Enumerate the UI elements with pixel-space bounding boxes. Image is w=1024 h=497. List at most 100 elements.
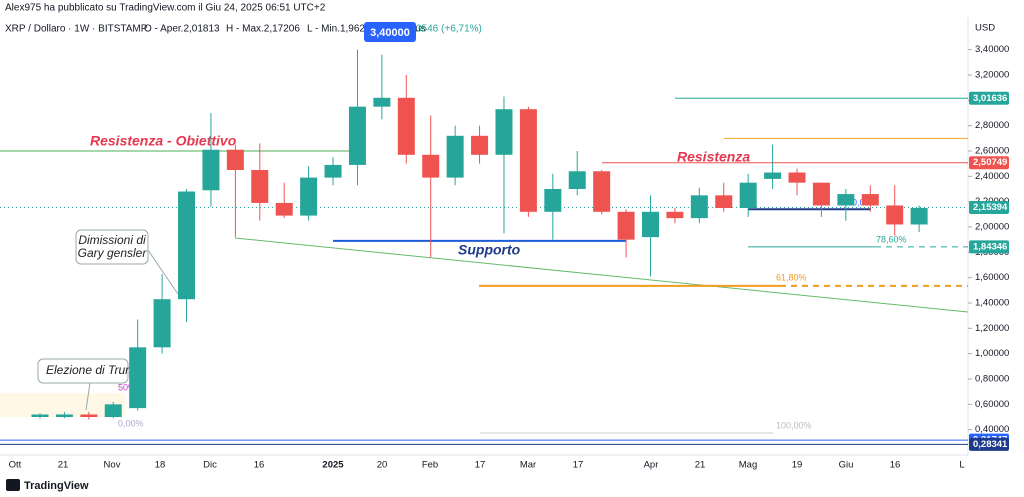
price-label: 0,28341 [973,439,1008,450]
price-label-box [969,437,1009,451]
annotation: Resistenza - Obiettivo [90,133,237,149]
candle-body [251,170,269,203]
note-box [75,229,149,265]
note-arrow [147,249,181,298]
candle-body [104,404,122,417]
candle-body [715,195,733,208]
candle-body [519,109,537,212]
candle-body [324,164,342,178]
logo [6,479,20,491]
candle-body [495,109,513,155]
x-tick-label: 21 [58,460,69,471]
footer[interactable]: TradingView [24,480,89,492]
candle-body [129,347,147,409]
x-tick-label: 20 [377,460,388,471]
candle-body [861,194,879,206]
fib-label: 0,00% [118,418,144,428]
candle-body [837,194,855,206]
note-arrow [85,382,91,411]
candle-body [202,149,220,191]
candle-body [568,171,586,189]
candle-body [348,106,366,165]
candle-body [617,211,635,240]
price-label-box [969,240,1009,254]
x-tick-label: Dic [203,460,217,471]
x-tick-label: Mar [520,460,536,471]
candle-body [886,205,904,225]
candle-body [666,211,684,219]
x-tick-label: Ott [9,460,22,471]
y-tick-label: 3,40000 [975,44,1009,55]
candle-body [275,202,293,216]
legend-low: L - Min.1,96289 [307,24,377,35]
x-tick-label: 18 [155,460,166,471]
candle-body [373,97,391,107]
price-label: 2,15394 [973,202,1008,213]
candle-body [544,189,562,212]
candle-body [422,154,440,178]
y-tick-label: 2,40000 [975,171,1009,182]
x-tick-label: 17 [573,460,584,471]
candle-body [153,299,171,348]
x-tick-label: Mag [739,460,757,471]
candle-body [788,172,806,183]
y-tick-label: 3,20000 [975,70,1009,81]
y-tick-label: 1,00000 [975,348,1009,359]
x-tick-label: 19 [792,460,803,471]
candle-body [593,171,611,212]
candle-body [80,414,98,417]
candle-body [471,135,489,155]
fib-label: 100,00% [776,420,812,430]
callout-box [364,22,416,42]
candle-body [31,414,49,417]
candle-body [397,97,415,155]
x-tick-label: 2025 [322,460,344,471]
trend-line [234,237,969,313]
legend-high: H - Max.2,17206 [226,24,300,35]
x-tick-label: 16 [254,460,265,471]
y-tick-label: 1,40000 [975,298,1009,309]
note: Elezione di Trump [46,363,142,377]
x-tick-label: Giu [839,460,854,471]
price-label-box [969,201,1009,215]
y-tick-label: 2,00000 [975,222,1009,233]
annotation: Resistenza [677,149,750,165]
x-tick-label: 17 [475,460,486,471]
fib-label: 61,80% [776,272,807,282]
y-tick-label: 2,60000 [975,146,1009,157]
candle-body [446,135,464,178]
x-tick-label: Feb [422,460,438,471]
price-label: 3,01636 [973,93,1007,104]
header: Alex975 ha pubblicato su TradingView.com… [5,3,326,14]
y-tick-label: 1,20000 [975,323,1009,334]
candle-body [812,182,830,206]
price-label-box [969,91,1009,105]
x-tick-label: L [959,460,964,471]
price-label: 2,50749 [973,157,1007,168]
y-tick-label: 2,80000 [975,120,1009,131]
x-tick-label: 16 [890,460,901,471]
x-tick-label: 21 [695,460,706,471]
fib-label: 78,60% [876,234,907,244]
note: Dimissioni di [78,233,146,247]
currency: USD [975,23,995,34]
note-box [37,358,129,384]
y-tick-label: 1,60000 [975,272,1009,283]
y-tick-label: 0,40000 [975,424,1009,435]
candle-body [764,172,782,179]
candle-body [178,191,196,300]
candle-body [739,182,757,208]
candle-body [55,414,73,417]
price-label: 1,84346 [973,241,1007,252]
fib-label: 50% [118,382,136,392]
candle-body [910,208,928,225]
candle-body [690,195,708,219]
zone [0,393,125,417]
candle-body [642,211,659,238]
annotation: Supporto [458,242,521,258]
legend-change: 3546 (+6,71%) [416,24,482,35]
candle-body [226,149,244,170]
legend-open: O - Aper.2,01813 [144,24,220,35]
